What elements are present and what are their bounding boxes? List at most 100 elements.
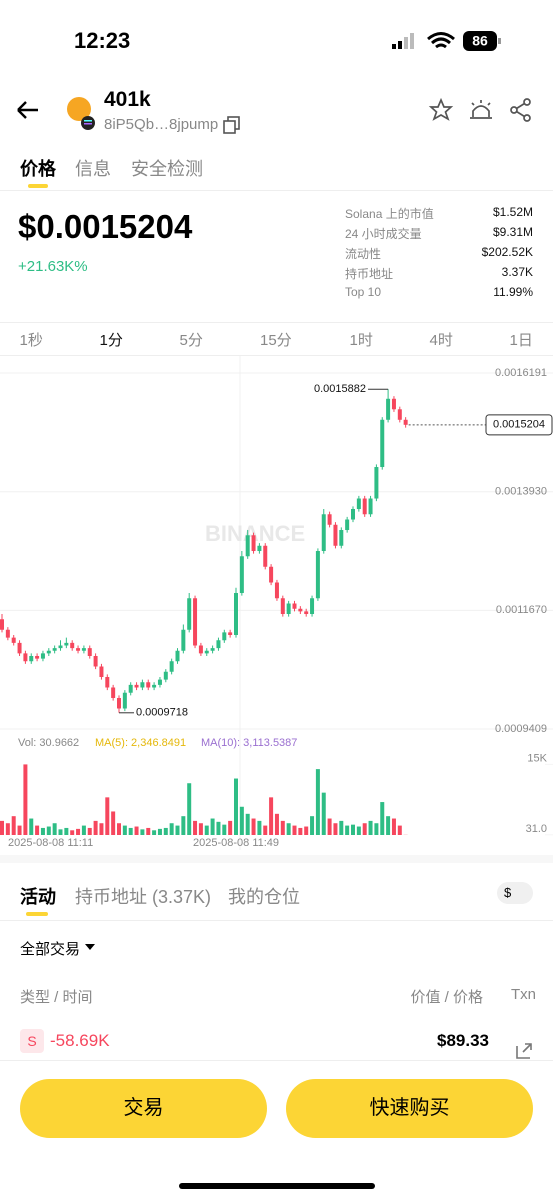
volume-bar xyxy=(269,797,274,835)
table-header: 价值 / 价格 xyxy=(410,989,483,1006)
volume-bar xyxy=(163,827,168,835)
volume-bar xyxy=(228,820,233,835)
candle-body xyxy=(64,642,69,646)
volume-bar xyxy=(111,811,116,835)
candle-body xyxy=(76,648,81,651)
divider xyxy=(0,920,553,921)
stat-label: Top 10 xyxy=(345,285,382,299)
candle-body xyxy=(333,524,338,546)
volume-bar xyxy=(152,830,157,835)
volume-bar xyxy=(222,824,227,835)
candle-body xyxy=(339,530,344,546)
volume-bar xyxy=(193,820,198,835)
candle-body xyxy=(105,676,110,688)
tx-link[interactable] xyxy=(514,1042,534,1060)
volume-bar xyxy=(17,825,22,835)
volume-bar xyxy=(29,818,34,835)
timeframe[interactable]: 1日 xyxy=(509,332,533,349)
volume-bar xyxy=(187,783,192,835)
y-tick-label: 0.0009409 xyxy=(495,723,547,735)
candle-body xyxy=(181,629,186,651)
currency-toggle[interactable]: $ xyxy=(497,882,533,904)
candle-body xyxy=(193,598,198,646)
status-time: 12:23 xyxy=(74,28,131,53)
stat-value: $202.52K xyxy=(481,245,533,259)
volume-bar xyxy=(87,827,92,835)
trade-button[interactable]: 交易 xyxy=(20,1079,267,1138)
volume-bar xyxy=(146,827,151,835)
volume-bar xyxy=(122,825,127,835)
volume-bar xyxy=(362,823,367,835)
tab[interactable]: 价格 xyxy=(20,159,56,179)
candle-body xyxy=(374,467,379,499)
volume-bar xyxy=(169,823,174,835)
divider xyxy=(0,355,553,356)
volume-bar xyxy=(356,826,361,835)
price: $0.0015204 xyxy=(18,208,193,245)
filter[interactable]: 全部交易 xyxy=(20,941,81,958)
last-price-label: 0.0015204 xyxy=(493,419,545,431)
candle-body xyxy=(292,603,297,609)
candle-body xyxy=(304,611,309,615)
last-price-box xyxy=(485,414,553,436)
candle-body xyxy=(269,566,274,583)
battery: 86 xyxy=(472,33,488,49)
activity-tab[interactable]: 我的仓位 xyxy=(228,887,300,907)
volume-bar xyxy=(304,826,309,835)
timeframe[interactable]: 4时 xyxy=(429,332,453,349)
candle-body xyxy=(134,684,139,688)
volume-bar xyxy=(23,764,28,835)
copy[interactable] xyxy=(222,115,242,135)
volume-bar xyxy=(81,825,86,835)
volume-bar xyxy=(216,821,221,835)
volume-bar xyxy=(210,818,215,835)
volume-bar xyxy=(11,816,16,835)
volume-bar xyxy=(70,830,75,835)
candle-body xyxy=(58,645,63,649)
volume-bar xyxy=(35,825,40,835)
tab[interactable]: 安全检测 xyxy=(131,159,203,179)
volume-bar xyxy=(128,827,133,835)
candle-body xyxy=(351,509,355,520)
volume-bar xyxy=(5,823,10,835)
candle-body xyxy=(198,645,203,654)
volume-bar xyxy=(339,820,344,835)
candle-body xyxy=(140,682,145,688)
candle-body xyxy=(23,653,28,662)
home-indicator xyxy=(179,1183,375,1189)
time-label: 2025-08-08 11:49 xyxy=(193,837,279,849)
volume-bar xyxy=(321,792,326,835)
volume-bar xyxy=(257,820,262,835)
timeframe[interactable]: 15分 xyxy=(260,332,292,349)
volume-bar xyxy=(310,816,315,835)
volume-bar xyxy=(134,826,139,835)
candle-body xyxy=(46,650,51,654)
candle-body xyxy=(93,655,98,667)
timeframe[interactable]: 1分 xyxy=(99,332,123,349)
volume-bar xyxy=(374,823,379,835)
activity-tab[interactable]: 活动 xyxy=(20,887,56,907)
timeframe[interactable]: 5分 xyxy=(179,332,203,349)
back[interactable] xyxy=(14,98,44,122)
volume-bar xyxy=(274,813,279,835)
activity-tab[interactable]: 持币地址 (3.37K) xyxy=(75,887,212,907)
candle-body xyxy=(0,619,4,630)
volume-bar xyxy=(204,825,209,835)
volume-bar xyxy=(245,813,250,835)
candle-body xyxy=(368,498,373,515)
tab[interactable]: 信息 xyxy=(75,159,111,179)
quick-buy-button[interactable]: 快速购买 xyxy=(286,1079,533,1138)
candle-body xyxy=(152,684,157,688)
divider xyxy=(0,190,553,191)
candle-body xyxy=(87,648,92,656)
timeframe[interactable]: 1时 xyxy=(349,332,373,349)
candle-body xyxy=(117,697,121,709)
volume-bar xyxy=(327,818,332,835)
table-header: Txn xyxy=(511,986,537,1003)
volume-bar xyxy=(105,797,110,835)
candle-body xyxy=(175,650,180,662)
volume-bar xyxy=(117,823,121,835)
header-actions[interactable] xyxy=(428,97,538,123)
candle-body xyxy=(362,498,367,515)
timeframe[interactable]: 1秒 xyxy=(19,332,43,349)
